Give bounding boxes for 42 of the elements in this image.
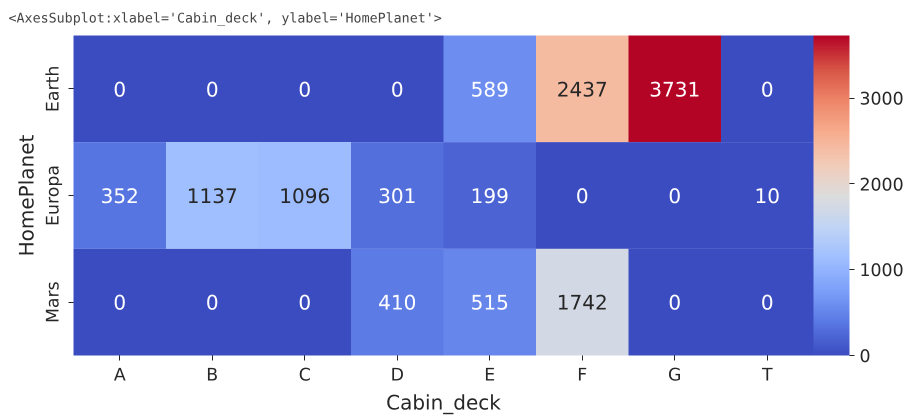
- y-tick-label: Europa: [44, 165, 64, 226]
- data-label: 3731: [649, 77, 700, 102]
- data-label: 0: [576, 184, 589, 208]
- x-axis-title: Cabin_deck: [386, 390, 502, 414]
- x-tick-label: T: [760, 366, 773, 386]
- data-label: 0: [113, 290, 126, 315]
- data-label: 0: [206, 290, 219, 315]
- y-axis-title: HomePlanet: [14, 134, 38, 256]
- data-label: 1742: [556, 290, 608, 315]
- data-label: 0: [760, 77, 774, 102]
- x-tick-label: A: [114, 366, 126, 386]
- data-label: 10: [754, 184, 780, 208]
- x-tick-label: B: [206, 366, 218, 386]
- x-tick-label: C: [298, 366, 311, 386]
- color-bar-label: 3000: [860, 90, 904, 110]
- x-tick-label: G: [668, 366, 682, 386]
- data-label: 0: [298, 77, 312, 102]
- x-tick-label: E: [484, 366, 496, 386]
- data-label: 352: [100, 184, 139, 208]
- data-label: 1096: [279, 184, 330, 208]
- data-label: 589: [470, 77, 509, 102]
- x-tick-label: D: [390, 366, 404, 386]
- y-tick-label: Mars: [44, 281, 64, 324]
- data-label: 515: [470, 290, 509, 315]
- color-bar-label: 2000: [860, 175, 904, 196]
- data-label: 0: [760, 290, 774, 315]
- text: <AxesSubplot:xlabel='Cabin_deck', ylabel='HomePlanet'>: [8, 12, 442, 26]
- data-label: 0: [668, 184, 682, 208]
- data-label: 0: [390, 77, 404, 102]
- data-label: 1137: [186, 184, 238, 208]
- data-label: 199: [470, 184, 509, 208]
- data-label: 2437: [556, 77, 608, 102]
- y-tick-label: Earth: [44, 66, 64, 112]
- data-label: 0: [113, 77, 126, 102]
- data-label: 0: [298, 290, 312, 315]
- data-label: 410: [378, 290, 416, 315]
- data-label: 301: [378, 184, 416, 208]
- data-label: 0: [668, 290, 682, 315]
- data-label: 0: [206, 77, 219, 102]
- color-bar-label: 1000: [860, 261, 904, 282]
- x-tick-label: F: [577, 366, 588, 386]
- color-bar-label: 0: [860, 347, 871, 367]
